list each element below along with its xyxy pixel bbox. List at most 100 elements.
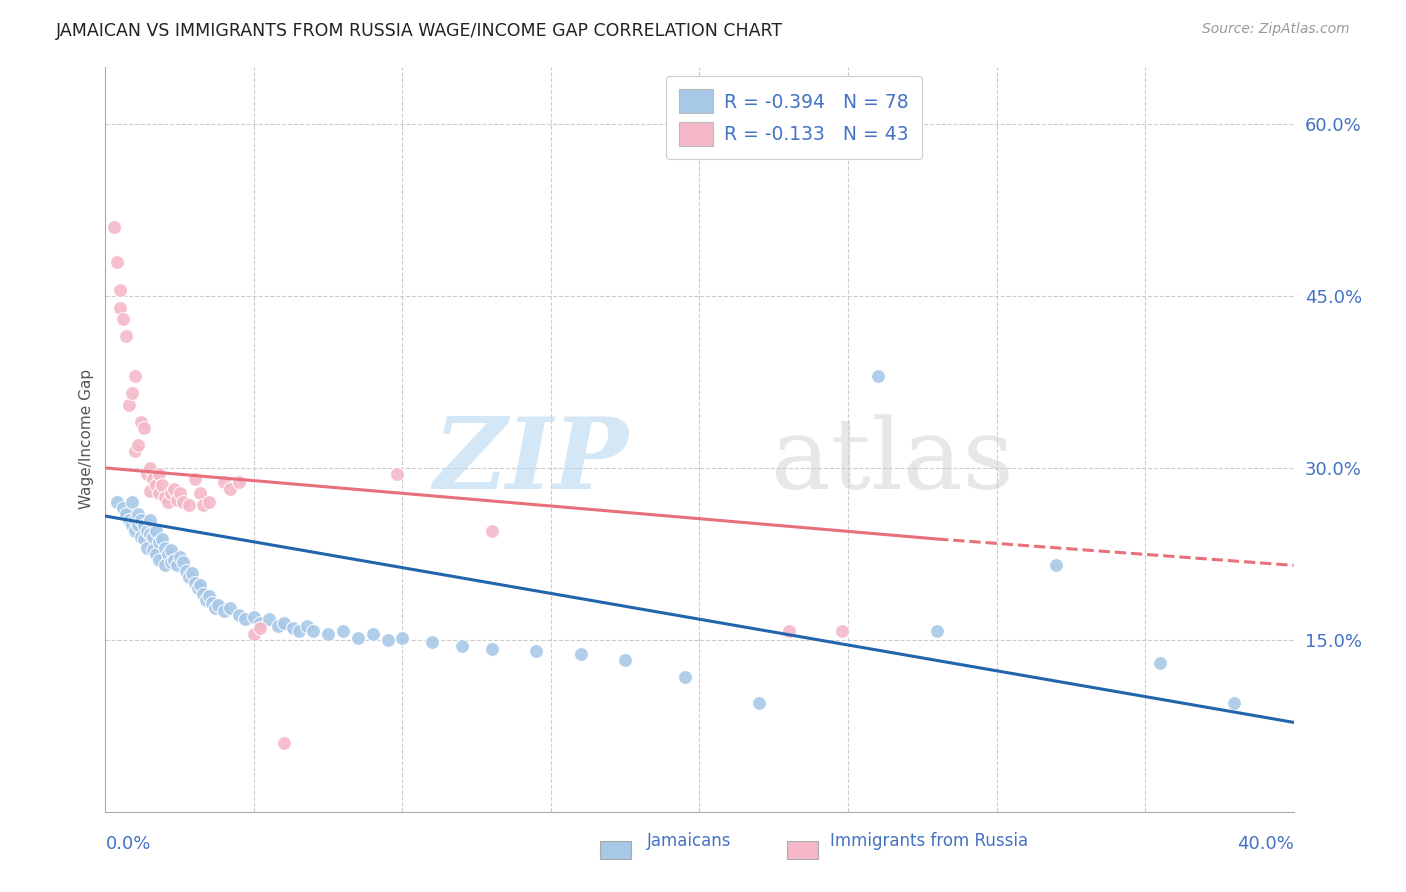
Point [347,631,370,645]
Point [159,543,181,558]
Point [198,495,221,509]
Point [249,621,271,635]
Point [129,415,152,429]
Point [166,558,188,573]
Point [316,627,339,641]
Point [569,647,592,661]
Point [257,612,280,626]
Point [481,642,503,657]
Point [243,627,266,641]
Point [614,653,637,667]
Point [778,624,800,638]
Point [142,530,165,544]
Point [193,587,215,601]
Point [159,486,181,500]
Legend: R = -0.394   N = 78, R = -0.133   N = 43: R = -0.394 N = 78, R = -0.133 N = 43 [666,77,922,159]
Point [190,578,212,592]
Text: Jamaicans: Jamaicans [647,831,731,849]
Point [1223,696,1246,710]
Point [121,518,143,533]
Point [214,604,236,618]
Point [195,592,218,607]
Point [132,518,155,533]
Point [150,478,173,492]
Point [139,512,162,526]
Point [153,490,176,504]
Point [121,386,143,401]
Point [243,610,266,624]
Point [377,632,399,647]
Point [105,495,128,509]
Point [180,566,202,581]
Point [831,624,853,638]
Point [148,552,170,566]
Point [112,501,135,516]
Point [273,615,295,630]
Point [673,669,696,683]
Text: 0.0%: 0.0% [105,835,150,853]
Point [177,570,200,584]
Point [228,475,250,489]
Point [115,507,138,521]
Point [204,600,226,615]
Point [219,482,242,496]
Point [169,550,191,565]
Point [172,555,194,569]
Point [136,524,159,538]
Point [163,482,186,496]
Point [273,736,295,750]
Point [174,564,197,578]
Text: atlas: atlas [770,414,1014,509]
Point [110,301,132,315]
Point [1045,558,1067,573]
Y-axis label: Wage/Income Gap: Wage/Income Gap [79,369,94,509]
Point [129,512,152,526]
Point [139,461,162,475]
Point [214,475,236,489]
Point [145,524,167,538]
Point [219,600,242,615]
Point [110,284,132,298]
Point [121,495,143,509]
Point [281,621,304,635]
Point [233,612,256,626]
Point [153,558,176,573]
Point [156,547,179,561]
Point [118,512,141,526]
Point [287,624,309,638]
Point [124,512,146,526]
Point [129,530,152,544]
Point [132,421,155,435]
Point [177,498,200,512]
Point [927,624,949,638]
Point [169,486,191,500]
Point [267,619,290,633]
Point [132,532,155,546]
Point [148,486,170,500]
Point [183,472,205,486]
Point [142,472,165,486]
Point [297,619,319,633]
Point [207,599,229,613]
Point [166,493,188,508]
Point [391,631,413,645]
Point [190,486,212,500]
Point [302,624,325,638]
Point [145,478,167,492]
Point [332,624,354,638]
Point [183,575,205,590]
Point [139,483,162,498]
Point [136,467,159,481]
Text: JAMAICAN VS IMMIGRANTS FROM RUSSIA WAGE/INCOME GAP CORRELATION CHART: JAMAICAN VS IMMIGRANTS FROM RUSSIA WAGE/… [56,22,783,40]
Point [105,254,128,268]
Point [748,696,770,710]
Point [201,596,224,610]
Point [866,369,889,384]
Point [112,312,135,326]
Point [136,541,159,556]
Point [172,495,194,509]
Point [103,220,125,235]
Point [148,467,170,481]
Point [361,627,384,641]
Text: ZIP: ZIP [433,413,628,510]
